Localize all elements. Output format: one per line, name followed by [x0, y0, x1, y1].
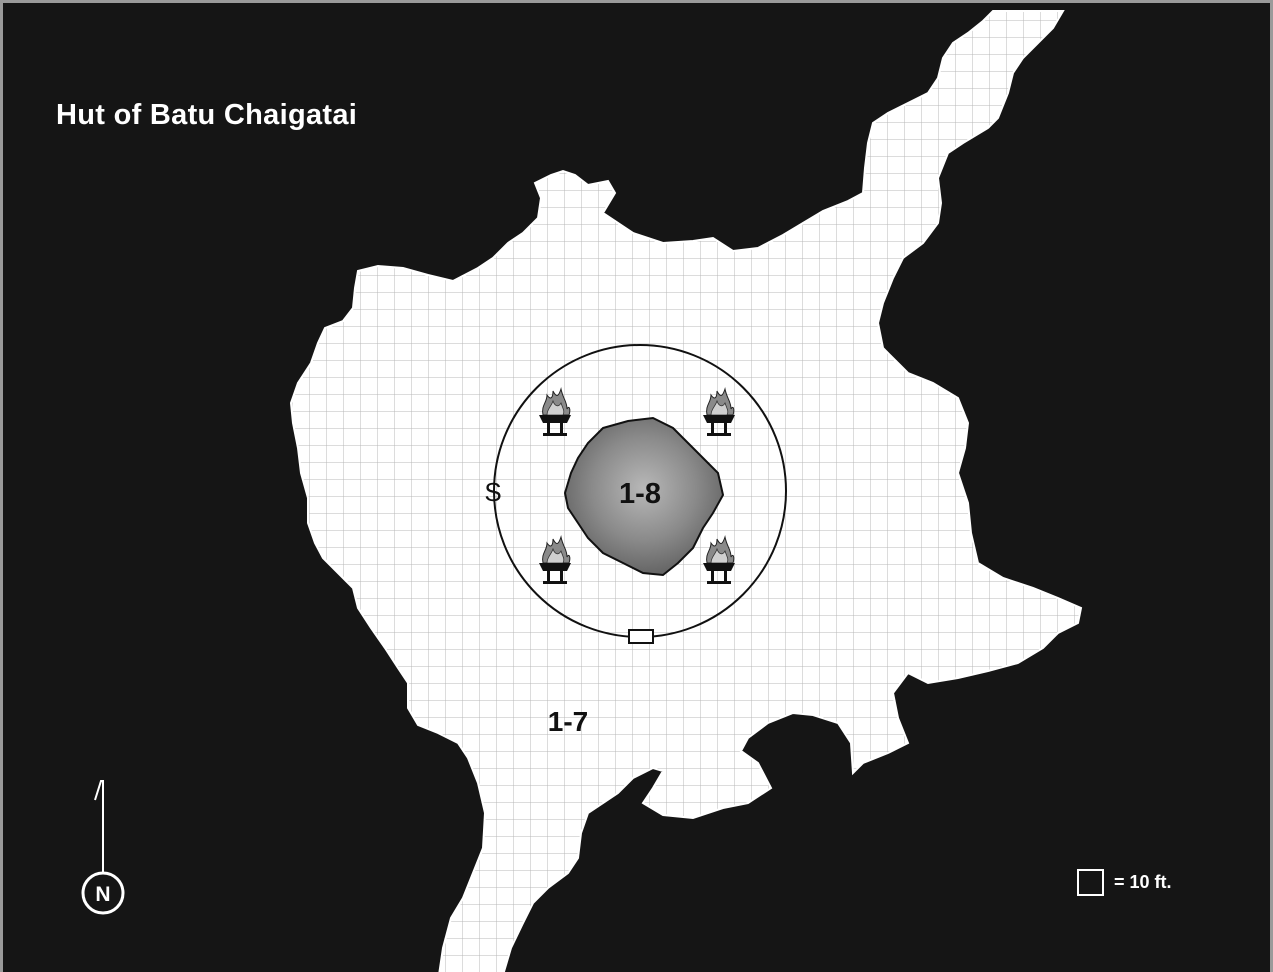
- door-icon[interactable]: [628, 629, 654, 644]
- map-title: Hut of Batu Chaigatai: [56, 99, 358, 131]
- secret-door-marker: S: [484, 477, 501, 507]
- brazier-icon: [703, 387, 735, 436]
- map-canvas[interactable]: 1-8 1-7 S N: [3, 3, 1273, 972]
- brazier-icon: [703, 535, 735, 584]
- compass-letter: N: [95, 883, 110, 906]
- scale-square-icon: [1077, 869, 1104, 896]
- boulder-icon: [563, 416, 725, 577]
- room-label-outer: 1-7: [548, 706, 588, 737]
- scale-label: = 10 ft.: [1114, 872, 1172, 892]
- room-label-inner: 1-8: [619, 478, 661, 510]
- brazier-icon: [539, 535, 571, 584]
- scale-legend: = 10 ft.: [1077, 869, 1172, 896]
- compass-icon: N: [81, 780, 125, 915]
- brazier-icon: [539, 387, 571, 436]
